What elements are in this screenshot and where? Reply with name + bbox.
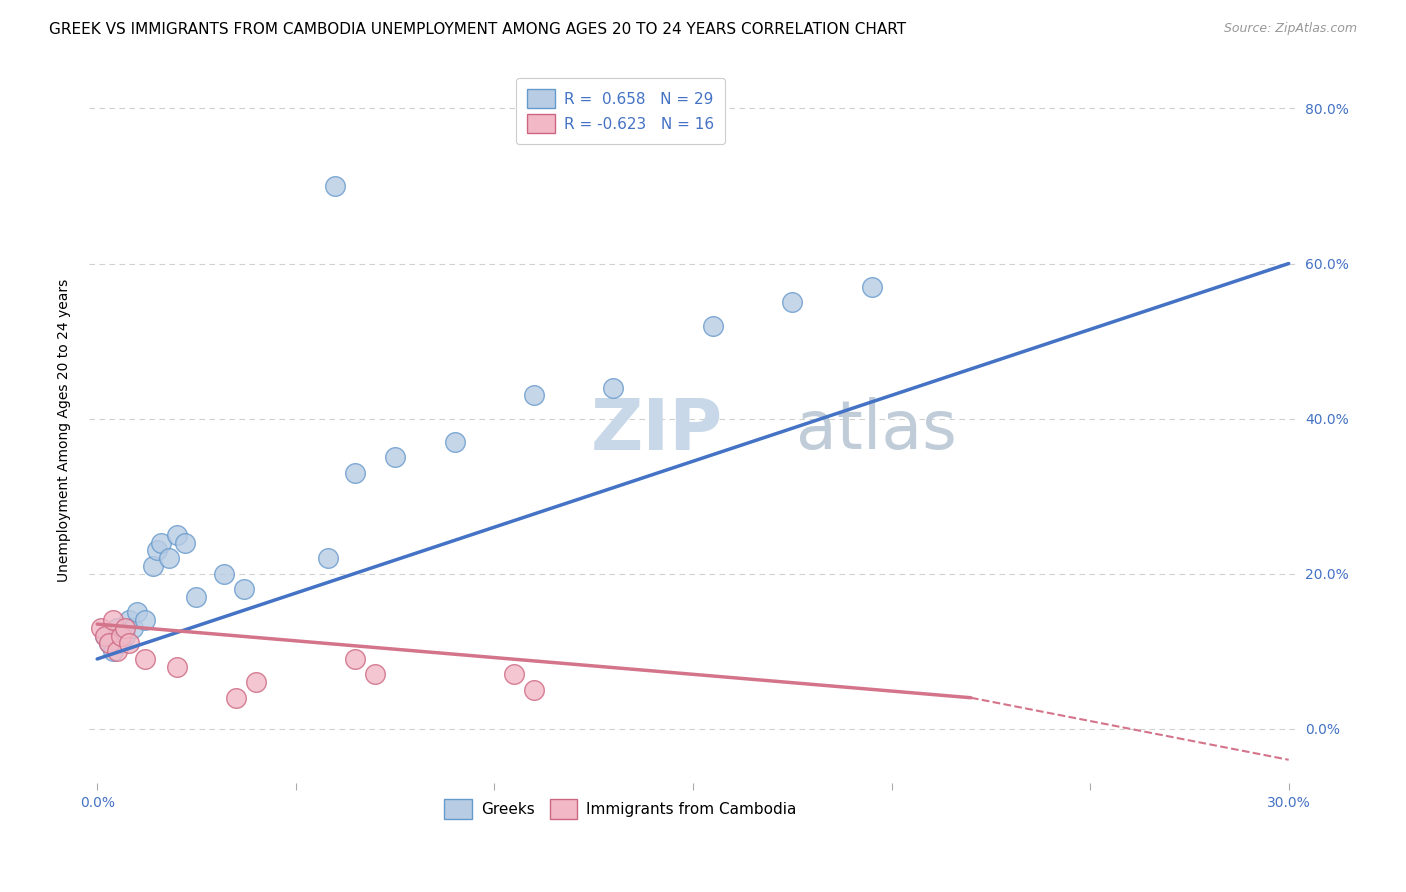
Point	[523, 388, 546, 402]
Point	[149, 535, 172, 549]
Point	[114, 621, 136, 635]
Point	[94, 629, 117, 643]
Point	[225, 690, 247, 705]
Point	[98, 636, 121, 650]
Point	[780, 295, 803, 310]
Point	[364, 667, 387, 681]
Point	[523, 683, 546, 698]
Point	[90, 621, 112, 635]
Point	[110, 636, 132, 650]
Text: atlas: atlas	[796, 397, 956, 463]
Point	[118, 636, 141, 650]
Point	[702, 318, 724, 333]
Text: ZIP: ZIP	[591, 396, 723, 465]
Point	[134, 613, 156, 627]
Point	[166, 659, 188, 673]
Point	[145, 543, 167, 558]
Point	[142, 558, 165, 573]
Point	[233, 582, 256, 597]
Point	[503, 667, 526, 681]
Point	[443, 434, 465, 449]
Point	[344, 466, 367, 480]
Point	[94, 629, 117, 643]
Point	[125, 606, 148, 620]
Point	[101, 644, 124, 658]
Point	[173, 535, 195, 549]
Point	[105, 621, 128, 635]
Point	[214, 566, 236, 581]
Point	[186, 590, 208, 604]
Point	[134, 652, 156, 666]
Text: GREEK VS IMMIGRANTS FROM CAMBODIA UNEMPLOYMENT AMONG AGES 20 TO 24 YEARS CORRELA: GREEK VS IMMIGRANTS FROM CAMBODIA UNEMPL…	[49, 22, 907, 37]
Point	[122, 621, 145, 635]
Point	[384, 450, 406, 465]
Point	[602, 381, 624, 395]
Point	[105, 644, 128, 658]
Point	[101, 613, 124, 627]
Text: Source: ZipAtlas.com: Source: ZipAtlas.com	[1223, 22, 1357, 36]
Point	[166, 528, 188, 542]
Point	[344, 652, 367, 666]
Point	[118, 613, 141, 627]
Point	[98, 636, 121, 650]
Point	[860, 280, 883, 294]
Point	[316, 551, 339, 566]
Y-axis label: Unemployment Among Ages 20 to 24 years: Unemployment Among Ages 20 to 24 years	[58, 278, 72, 582]
Point	[157, 551, 180, 566]
Point	[114, 629, 136, 643]
Point	[110, 629, 132, 643]
Point	[245, 675, 267, 690]
Point	[325, 179, 347, 194]
Legend: Greeks, Immigrants from Cambodia: Greeks, Immigrants from Cambodia	[439, 793, 803, 825]
